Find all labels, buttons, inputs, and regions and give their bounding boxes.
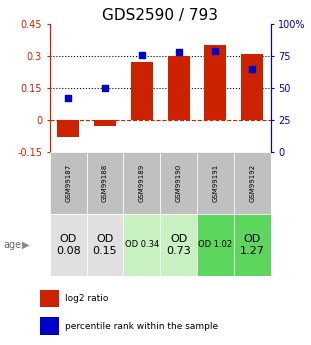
- Text: GSM99191: GSM99191: [212, 164, 218, 202]
- Bar: [241, 54, 263, 120]
- Bar: [50, 152, 86, 214]
- Text: log2 ratio: log2 ratio: [65, 294, 109, 303]
- Point: [213, 48, 218, 54]
- Bar: [86, 214, 123, 276]
- Point: [176, 49, 181, 55]
- Text: OD 0.34: OD 0.34: [125, 240, 159, 249]
- Bar: [40, 290, 59, 307]
- Text: GSM99189: GSM99189: [139, 164, 145, 202]
- Bar: [234, 214, 271, 276]
- Bar: [131, 62, 153, 120]
- Bar: [234, 152, 271, 214]
- Bar: [197, 214, 234, 276]
- Point: [102, 85, 108, 91]
- Title: GDS2590 / 793: GDS2590 / 793: [102, 8, 218, 23]
- Point: [139, 52, 144, 58]
- Bar: [160, 214, 197, 276]
- Text: GSM99190: GSM99190: [176, 164, 182, 202]
- Text: age: age: [3, 240, 21, 250]
- Bar: [197, 152, 234, 214]
- Bar: [50, 214, 86, 276]
- Text: ▶: ▶: [22, 240, 30, 250]
- Bar: [40, 317, 59, 335]
- Text: GSM99192: GSM99192: [249, 164, 255, 202]
- Bar: [86, 152, 123, 214]
- Text: OD
0.15: OD 0.15: [93, 234, 117, 256]
- Text: percentile rank within the sample: percentile rank within the sample: [65, 322, 218, 331]
- Bar: [168, 56, 190, 120]
- Bar: [57, 120, 79, 137]
- Text: OD
1.27: OD 1.27: [240, 234, 265, 256]
- Bar: [123, 152, 160, 214]
- Point: [250, 66, 255, 71]
- Text: OD
0.08: OD 0.08: [56, 234, 81, 256]
- Bar: [123, 214, 160, 276]
- Bar: [160, 152, 197, 214]
- Text: GSM99187: GSM99187: [65, 164, 71, 202]
- Text: GSM99188: GSM99188: [102, 164, 108, 202]
- Text: OD
0.73: OD 0.73: [166, 234, 191, 256]
- Bar: [204, 46, 226, 120]
- Point: [66, 96, 71, 101]
- Text: OD 1.02: OD 1.02: [198, 240, 232, 249]
- Bar: [94, 120, 116, 126]
